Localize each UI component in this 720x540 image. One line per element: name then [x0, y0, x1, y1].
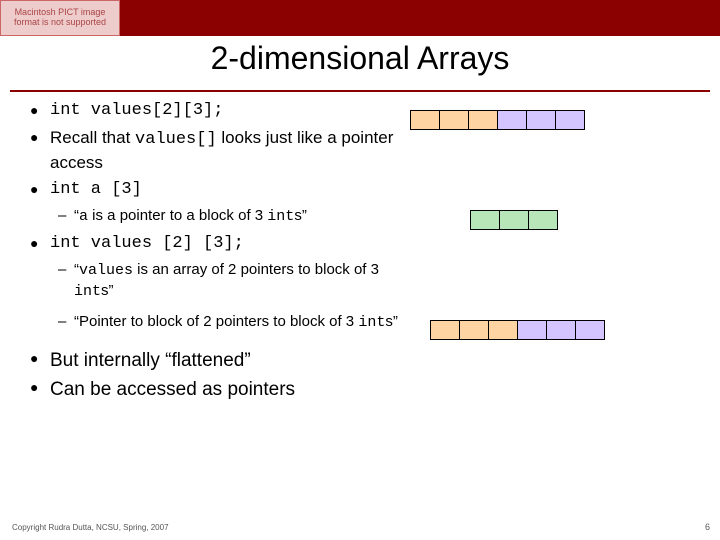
bullet-text: “Pointer to block of 2 pointers to block… — [74, 312, 400, 333]
bullet-item: ● But internally “flattened” — [30, 348, 400, 374]
header-fill — [120, 0, 720, 24]
array-cell — [546, 320, 576, 340]
array-diagram-row — [430, 320, 605, 340]
bullet-marker: ● — [30, 377, 50, 403]
bullet-text: Can be accessed as pointers — [50, 377, 400, 403]
array-cell — [410, 110, 440, 130]
array-cell — [526, 110, 556, 130]
title-divider — [10, 90, 710, 92]
bullet-item: ● Recall that values[] looks just like a… — [30, 127, 400, 175]
content-body: ● int values[2][3]; ● Recall that values… — [30, 100, 400, 407]
bullet-item: ● int values [2] [3]; — [30, 233, 400, 256]
sub-bullet-item: – “values is an array of 2 pointers to b… — [58, 260, 400, 303]
array-cell — [555, 110, 585, 130]
bullet-text: int a [3] — [50, 179, 400, 202]
array-diagram-row — [470, 210, 558, 230]
bullet-marker: ● — [30, 348, 50, 374]
array-cell — [575, 320, 605, 340]
copyright-footer: Copyright Rudra Dutta, NCSU, Spring, 200… — [12, 523, 169, 532]
array-cell — [459, 320, 489, 340]
bullet-text: int values[2][3]; — [50, 100, 400, 123]
sub-bullet-item: – “Pointer to block of 2 pointers to blo… — [58, 312, 400, 333]
array-cell — [468, 110, 498, 130]
slide-title: 2-dimensional Arrays — [0, 40, 720, 77]
slide: Macintosh PICT image format is not suppo… — [0, 0, 720, 540]
array-cell — [497, 110, 527, 130]
bullet-marker: ● — [30, 233, 50, 256]
array-cell — [430, 320, 460, 340]
bullet-text: “values is an array of 2 pointers to blo… — [74, 260, 400, 303]
array-cell — [499, 210, 529, 230]
bullet-marker: – — [58, 260, 74, 303]
array-cell — [528, 210, 558, 230]
array-diagram-row — [410, 110, 585, 130]
header-bar: Macintosh PICT image format is not suppo… — [0, 0, 720, 36]
diagram-area — [410, 100, 710, 450]
page-number: 6 — [705, 522, 710, 532]
bullet-item: ● int a [3] — [30, 179, 400, 202]
bullet-text: “a is a pointer to a block of 3 ints” — [74, 206, 400, 227]
bullet-text: int values [2] [3]; — [50, 233, 400, 256]
bullet-marker: ● — [30, 179, 50, 202]
bullet-marker: – — [58, 206, 74, 227]
array-cell — [470, 210, 500, 230]
bullet-item: ● Can be accessed as pointers — [30, 377, 400, 403]
sub-bullet-item: – “a is a pointer to a block of 3 ints” — [58, 206, 400, 227]
bullet-text: Recall that values[] looks just like a p… — [50, 127, 400, 175]
logo-placeholder: Macintosh PICT image format is not suppo… — [0, 0, 120, 36]
bullet-marker: ● — [30, 127, 50, 175]
bullet-text: But internally “flattened” — [50, 348, 400, 374]
bullet-marker: – — [58, 312, 74, 333]
bullet-marker: ● — [30, 100, 50, 123]
array-cell — [488, 320, 518, 340]
array-cell — [517, 320, 547, 340]
bullet-item: ● int values[2][3]; — [30, 100, 400, 123]
array-cell — [439, 110, 469, 130]
